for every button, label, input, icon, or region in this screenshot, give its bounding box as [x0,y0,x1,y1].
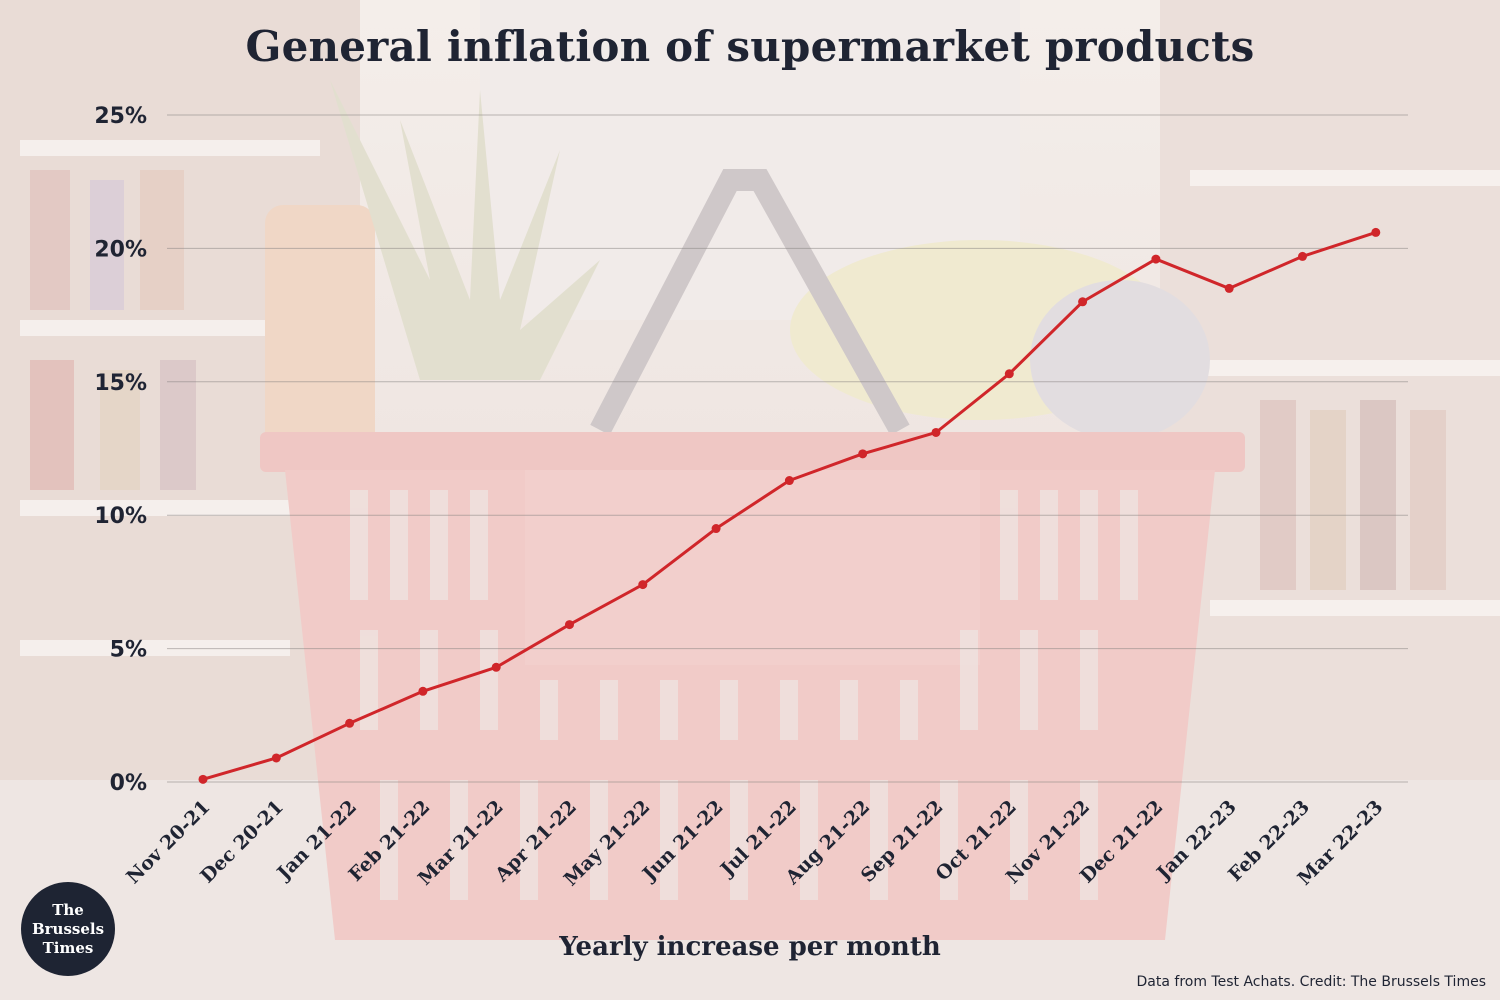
y-tick-label: 0% [110,771,147,796]
y-tick-label: 10% [94,504,147,529]
logo-line-3: Times [42,938,94,957]
data-point [711,524,721,534]
data-point [1298,251,1307,261]
data-point [931,427,941,437]
data-point [418,686,428,696]
y-axis-ticks: 0% 5% 10% 15% 20% 25% [94,104,147,796]
data-point [1224,283,1234,293]
y-tick-label: 5% [110,638,147,663]
data-point [1004,369,1014,379]
brussels-times-logo: The Brussels Times [21,882,115,976]
y-tick-label: 25% [94,104,147,129]
y-tick-label: 15% [94,371,147,396]
y-tick-label: 20% [94,237,147,262]
data-point [858,449,868,459]
data-point [345,718,355,728]
data-point [784,476,794,486]
data-point [1371,227,1381,237]
chart-title: General inflation of supermarket product… [245,22,1255,71]
data-point [491,662,501,672]
data-point [271,753,281,763]
logo-line-2: Brussels [31,919,105,938]
source-note: Data from Test Achats. Credit: The Bruss… [1136,974,1486,990]
data-point [638,580,648,590]
x-axis-label: Yearly increase per month [559,932,941,962]
series-group [198,227,1381,784]
logo-line-1: The [52,900,84,919]
data-point [565,620,574,630]
series-line [201,230,1378,781]
gridlines [167,114,1408,783]
data-point [1151,254,1161,264]
data-point [1078,297,1088,307]
data-point [198,774,208,784]
